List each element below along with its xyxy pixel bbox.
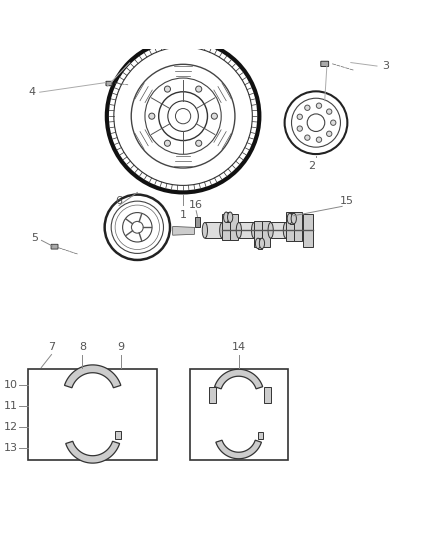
FancyBboxPatch shape xyxy=(265,386,271,403)
FancyBboxPatch shape xyxy=(209,386,216,403)
FancyBboxPatch shape xyxy=(230,214,238,240)
FancyBboxPatch shape xyxy=(223,214,230,240)
Text: 7: 7 xyxy=(48,342,55,352)
Circle shape xyxy=(149,113,155,119)
Ellipse shape xyxy=(220,222,225,238)
Circle shape xyxy=(316,103,321,108)
Circle shape xyxy=(164,86,170,92)
Text: 10: 10 xyxy=(4,381,18,390)
FancyBboxPatch shape xyxy=(226,212,230,222)
FancyBboxPatch shape xyxy=(254,221,262,247)
Ellipse shape xyxy=(268,222,273,238)
Text: 14: 14 xyxy=(232,342,246,352)
Circle shape xyxy=(305,105,310,110)
Text: 3: 3 xyxy=(382,61,389,71)
Polygon shape xyxy=(64,365,121,388)
Ellipse shape xyxy=(259,238,265,248)
Text: 4: 4 xyxy=(28,87,35,97)
FancyBboxPatch shape xyxy=(106,82,112,86)
Ellipse shape xyxy=(291,213,297,224)
Text: 13: 13 xyxy=(4,442,18,453)
FancyBboxPatch shape xyxy=(190,369,288,461)
FancyBboxPatch shape xyxy=(258,238,262,248)
Ellipse shape xyxy=(224,212,229,222)
Ellipse shape xyxy=(287,213,293,224)
Circle shape xyxy=(196,86,202,92)
Circle shape xyxy=(211,113,217,119)
Circle shape xyxy=(316,137,321,142)
Text: 1: 1 xyxy=(180,210,187,220)
FancyBboxPatch shape xyxy=(286,212,294,241)
Text: 9: 9 xyxy=(117,342,124,352)
FancyBboxPatch shape xyxy=(239,222,254,238)
Polygon shape xyxy=(66,441,120,463)
FancyBboxPatch shape xyxy=(205,222,223,238)
FancyBboxPatch shape xyxy=(115,431,121,439)
Circle shape xyxy=(297,114,303,119)
Circle shape xyxy=(196,140,202,146)
FancyBboxPatch shape xyxy=(321,61,328,67)
Ellipse shape xyxy=(251,222,257,238)
Text: 5: 5 xyxy=(32,233,39,243)
FancyBboxPatch shape xyxy=(258,432,263,439)
Ellipse shape xyxy=(236,222,241,238)
Text: 2: 2 xyxy=(308,161,315,171)
FancyBboxPatch shape xyxy=(51,244,58,249)
Circle shape xyxy=(327,131,332,136)
Text: 8: 8 xyxy=(79,342,86,352)
Circle shape xyxy=(297,126,303,131)
Ellipse shape xyxy=(227,212,233,222)
Ellipse shape xyxy=(283,222,289,238)
Text: 11: 11 xyxy=(4,401,18,411)
FancyBboxPatch shape xyxy=(290,213,294,224)
Circle shape xyxy=(305,135,310,140)
FancyBboxPatch shape xyxy=(195,217,200,227)
Circle shape xyxy=(331,120,336,125)
Circle shape xyxy=(327,109,332,114)
Ellipse shape xyxy=(202,222,208,238)
Polygon shape xyxy=(215,369,263,389)
Ellipse shape xyxy=(255,238,261,248)
Text: 15: 15 xyxy=(339,196,353,206)
FancyBboxPatch shape xyxy=(294,212,302,241)
Polygon shape xyxy=(216,440,261,459)
Circle shape xyxy=(164,140,170,146)
FancyBboxPatch shape xyxy=(28,369,157,461)
Text: 6: 6 xyxy=(116,196,123,206)
FancyBboxPatch shape xyxy=(271,222,286,238)
Text: 12: 12 xyxy=(4,423,18,432)
Text: 16: 16 xyxy=(189,200,203,211)
FancyBboxPatch shape xyxy=(262,221,270,247)
FancyBboxPatch shape xyxy=(304,214,313,247)
